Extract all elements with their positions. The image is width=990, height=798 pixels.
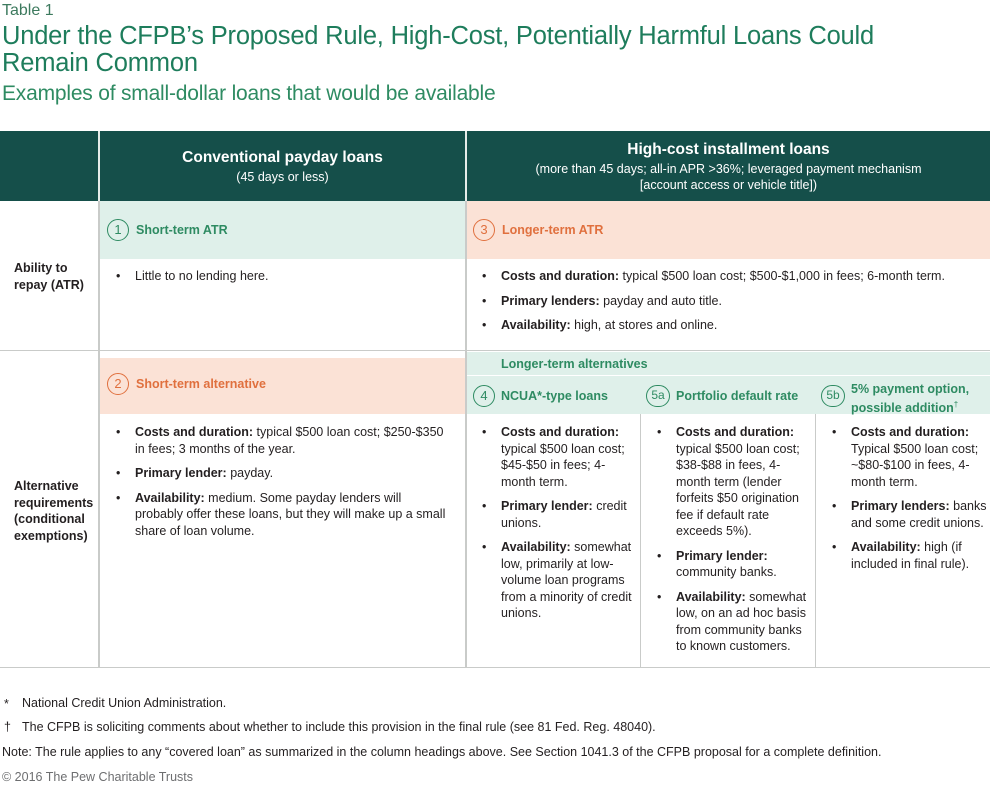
page-title: Under the CFPB’s Proposed Rule, High-Cos… — [2, 22, 874, 77]
footnote-dagger-mark: † — [4, 720, 11, 734]
row-divider — [0, 350, 990, 351]
number-badge: 1 — [107, 219, 129, 241]
footnote-star-mark: * — [4, 697, 9, 711]
dagger-mark: † — [953, 400, 959, 409]
number-badge: 5a — [646, 385, 670, 407]
short-term-alternative-label: Short-term alternative — [136, 377, 266, 391]
footnote-dagger-text: The CFPB is soliciting comments about wh… — [22, 720, 656, 734]
installment-column-subtitle-line1: (more than 45 days; all-in APR >36%; lev… — [535, 162, 922, 176]
short-term-atr-list: Little to no lending here. — [110, 268, 455, 293]
longer-term-alternatives-band — [467, 352, 990, 414]
page-subtitle: Examples of small-dollar loans that woul… — [2, 82, 496, 105]
footnote-star-text: National Credit Union Administration. — [22, 696, 227, 710]
list-item: Primary lender: credit unions. — [476, 498, 636, 531]
payment-option-label-line2: possible addition† — [851, 400, 959, 416]
ncua-type-loans-list: Costs and duration: typical $500 loan co… — [476, 424, 636, 630]
row-label-atr: Ability to repay (ATR) — [14, 261, 84, 292]
column-divider — [640, 375, 641, 668]
copyright: © 2016 The Pew Charitable Trusts — [2, 770, 194, 784]
list-item: Primary lender: community banks. — [651, 548, 811, 581]
column-divider — [465, 201, 467, 668]
longer-term-atr-bar — [467, 201, 990, 259]
payday-column-title: Conventional payday loans — [182, 149, 383, 166]
number-badge: 2 — [107, 373, 129, 395]
list-item: Availability: high (if included in final… — [826, 539, 988, 572]
short-term-atr-label: Short-term ATR — [136, 223, 228, 237]
column-header-band — [0, 131, 990, 201]
number-badge: 3 — [473, 219, 495, 241]
payment-option-label: 5% payment option, possible addition† — [851, 381, 969, 416]
longer-term-alternatives-heading: Longer-term alternatives — [501, 357, 648, 371]
number-badge: 5b — [821, 385, 845, 407]
list-item: Availability: somewhat low, primarily at… — [476, 539, 636, 622]
portfolio-default-rate-label: Portfolio default rate — [676, 389, 799, 403]
short-term-atr-bar — [100, 201, 465, 259]
band-separator — [467, 375, 990, 376]
installment-column-title: High-cost installment loans — [627, 141, 830, 158]
payday-column-subtitle: (45 days or less) — [236, 170, 329, 184]
list-item: Availability: medium. Some payday lender… — [110, 490, 450, 540]
table-note: Note: The rule applies to any “covered l… — [2, 745, 882, 759]
payment-option-label-line1: 5% payment option, — [851, 382, 970, 396]
longer-term-atr-list: Costs and duration: typical $500 loan co… — [476, 268, 986, 342]
column-divider — [815, 375, 816, 668]
list-item: Costs and duration: typical $500 loan co… — [476, 268, 986, 285]
table-bottom-rule — [0, 667, 990, 668]
column-divider — [98, 131, 100, 201]
list-item: Little to no lending here. — [110, 268, 455, 285]
row-label-alternative: Alternative requirements (conditional ex… — [14, 479, 94, 543]
list-item: Primary lenders: payday and auto title. — [476, 293, 986, 310]
list-item: Costs and duration: Typical $500 loan co… — [826, 424, 988, 490]
column-divider — [98, 201, 100, 668]
list-item: Costs and duration: typical $500 loan co… — [110, 424, 450, 457]
table-label: Table 1 — [2, 2, 54, 19]
column-divider — [465, 131, 467, 201]
portfolio-default-rate-list: Costs and duration: typical $500 loan co… — [651, 424, 811, 663]
list-item: Primary lender: payday. — [110, 465, 450, 482]
list-item: Primary lenders: banks and some credit u… — [826, 498, 988, 531]
longer-term-atr-label: Longer-term ATR — [502, 223, 604, 237]
list-item: Availability: somewhat low, on an ad hoc… — [651, 589, 811, 655]
list-item: Costs and duration: typical $500 loan co… — [651, 424, 811, 540]
ncua-type-loans-label: NCUA*-type loans — [501, 389, 608, 403]
list-item: Availability: high, at stores and online… — [476, 317, 986, 334]
installment-column-subtitle-line2: [account access or vehicle title]) — [639, 178, 818, 192]
number-badge: 4 — [473, 385, 495, 407]
payment-option-list: Costs and duration: Typical $500 loan co… — [826, 424, 988, 580]
short-term-alternative-list: Costs and duration: typical $500 loan co… — [110, 424, 450, 547]
list-item: Costs and duration: typical $500 loan co… — [476, 424, 636, 490]
short-term-alternative-bar — [100, 358, 465, 414]
